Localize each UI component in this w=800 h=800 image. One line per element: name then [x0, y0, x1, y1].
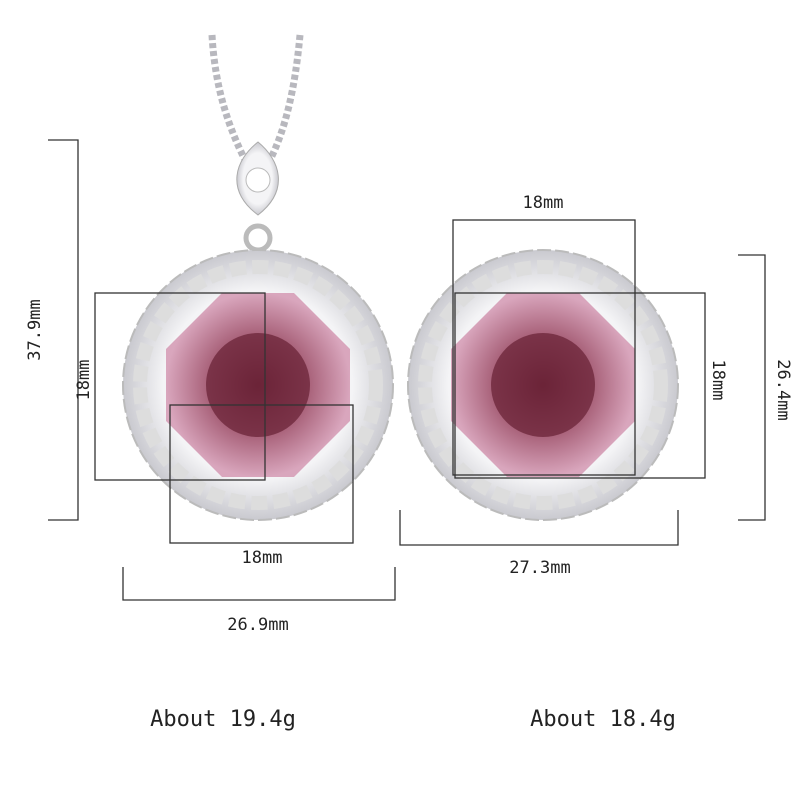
width-label: 26.9mm [227, 615, 288, 635]
height-label: 37.9mm [25, 299, 45, 360]
width-label: 27.3mm [509, 558, 570, 578]
chain [208, 34, 304, 162]
box-height-label: 18mm [74, 360, 94, 401]
pendant [122, 249, 394, 521]
box-width-label: 18mm [242, 548, 283, 568]
earring-dimensions [399, 219, 766, 546]
pendant-dimensions [48, 139, 396, 601]
height-label: 26.4mm [773, 359, 793, 420]
weight-label: About 19.4g [150, 707, 296, 732]
box-height-label: 18mm [708, 360, 728, 401]
earring [407, 249, 679, 521]
bail [236, 141, 279, 253]
box-width-label: 18mm [523, 193, 564, 213]
weight-label: About 18.4g [530, 707, 676, 732]
